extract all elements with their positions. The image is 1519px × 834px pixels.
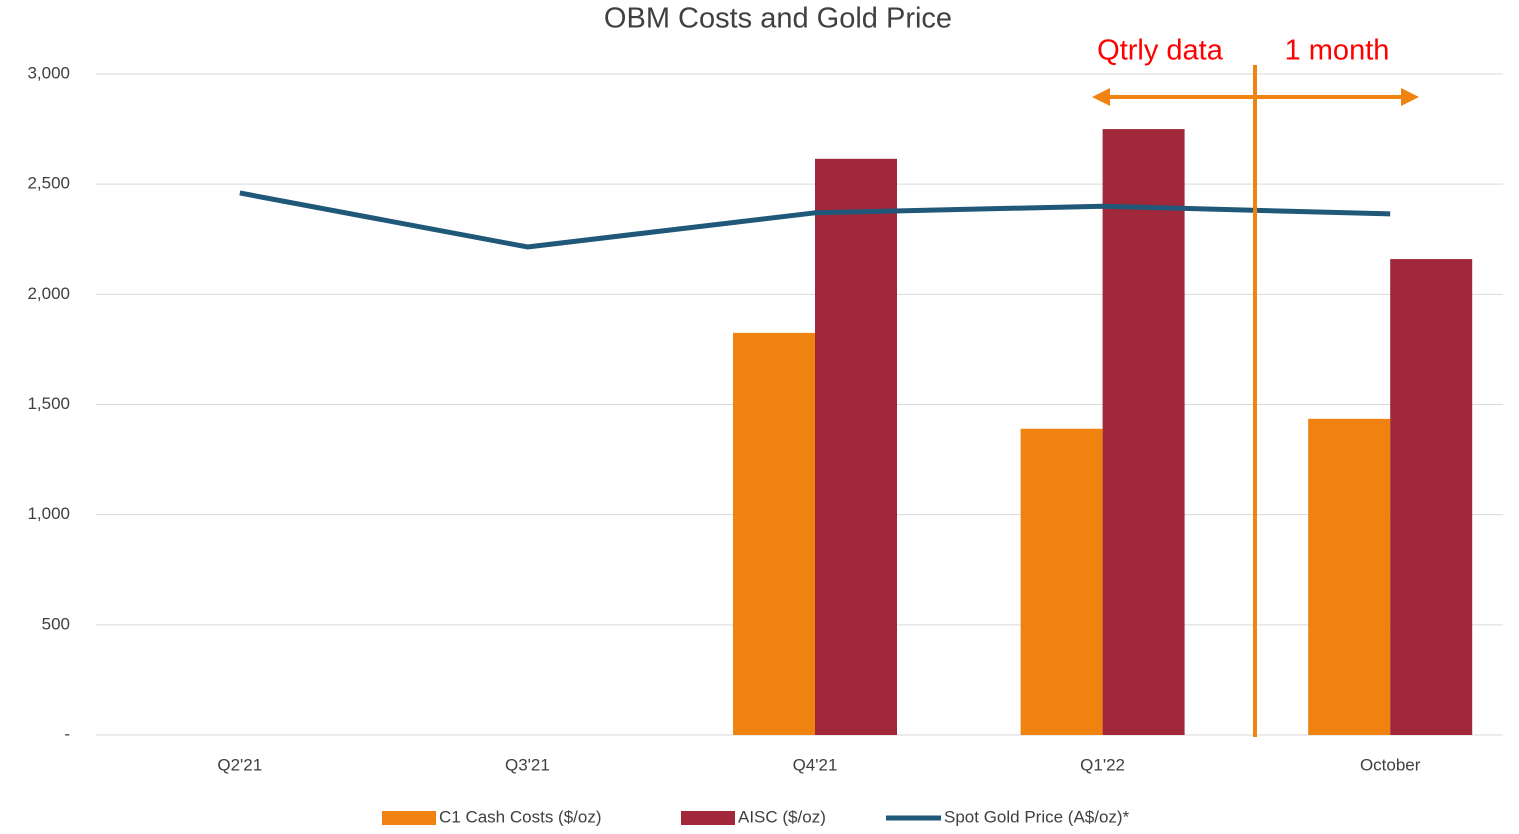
y-tick-label: 2,000 [27,284,70,303]
annotation: Qtrly data [1097,35,1224,67]
x-tick-label: Q4'21 [793,755,838,774]
bar [1020,428,1103,735]
legend-label: AISC ($/oz) [738,807,826,826]
bar [1102,129,1185,736]
x-tick-label: October [1360,755,1421,774]
period-divider [1092,65,1419,737]
legend-swatch [382,811,436,825]
y-tick-label: 500 [42,614,70,633]
legend: C1 Cash Costs ($/oz) AISC ($/oz) Spot Gold… [382,807,1130,826]
x-tick-label: Q3'21 [505,755,550,774]
legend-label: Spot Gold Price (A$/oz)* [944,807,1130,826]
line [239,190,1391,250]
bar [1390,259,1473,735]
y-tick-label: 1,500 [27,394,70,413]
chart-title: OBM Costs and Gold Price [604,3,952,35]
arrow-head [1092,88,1110,106]
y-tick-label: 1,000 [27,504,70,523]
legend-label: C1 Cash Costs ($/oz) [439,807,602,826]
plot: - 500 1,000 1,500 2,000 2,500 3,000 Q2'21 Q3'21 Q… [27,63,1503,774]
bar [733,332,815,735]
y-tick-label: - [64,724,70,743]
bar [1308,418,1391,735]
y-tick-label: 3,000 [27,63,70,82]
bar [815,158,897,735]
arrow-head [1401,88,1419,106]
x-tick-label: Q2'21 [217,755,262,774]
legend-swatch [681,811,735,825]
annotation: 1 month [1285,35,1390,67]
x-tick-label: Q1'22 [1080,755,1125,774]
y-tick-label: 2,500 [27,174,70,193]
